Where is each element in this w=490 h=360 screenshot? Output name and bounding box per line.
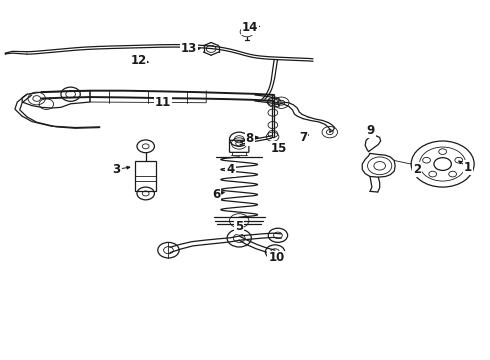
Text: 5: 5 (235, 220, 244, 233)
Text: 2: 2 (413, 163, 421, 176)
Bar (135, 161, 156, 191)
Text: 8: 8 (245, 132, 254, 145)
Text: 13: 13 (181, 42, 197, 55)
Text: 15: 15 (270, 141, 287, 154)
Text: 12: 12 (130, 54, 147, 67)
Text: 11: 11 (154, 96, 171, 109)
Text: 4: 4 (226, 163, 235, 176)
Text: 7: 7 (299, 131, 307, 144)
Text: 3: 3 (113, 163, 121, 176)
Text: 9: 9 (367, 124, 375, 137)
Text: 14: 14 (242, 21, 258, 34)
Text: 6: 6 (212, 188, 220, 201)
Text: 1: 1 (464, 161, 472, 174)
Text: 10: 10 (269, 252, 285, 265)
